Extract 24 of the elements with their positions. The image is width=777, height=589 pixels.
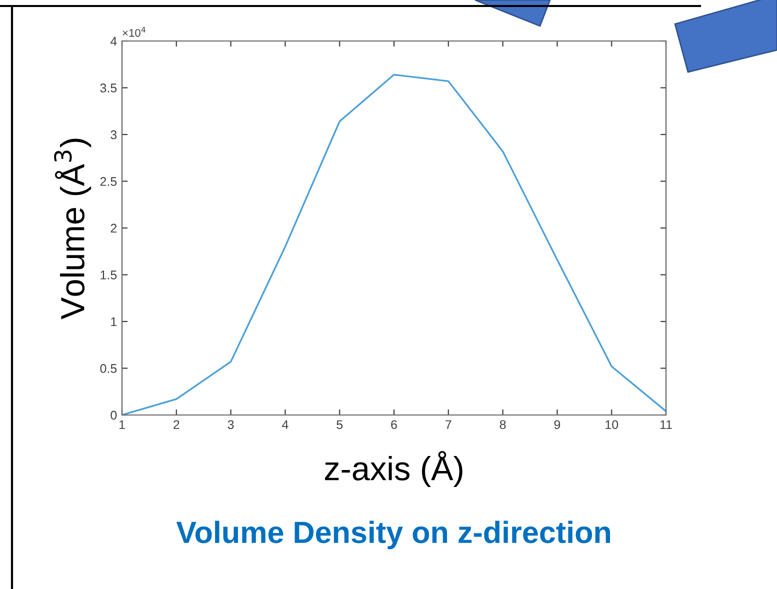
x-tick-label: 2 — [174, 420, 180, 429]
x-tick-label: 11 — [660, 420, 672, 429]
y-tick-label: 4 — [110, 36, 117, 46]
y-tick-label: 3.5 — [100, 84, 117, 92]
text: Volume Density on z-direction — [176, 520, 610, 550]
x-tick-label: 8 — [500, 420, 506, 430]
x-axis-title: z-axis (Å) — [324, 450, 462, 488]
y-tick-label: 1 — [111, 317, 117, 326]
y-tick-label: 1.5 — [100, 270, 117, 280]
y-tick-label: 2.5 — [100, 177, 117, 186]
x-tick-label: 7 — [446, 420, 452, 429]
y-tick-label: 3 — [110, 130, 117, 140]
x-tick-label: 10 — [606, 420, 618, 430]
y-tick-label: 0.5 — [100, 364, 117, 373]
x-tick-label: 3 — [228, 420, 234, 430]
x-tick-label: 5 — [336, 420, 343, 430]
x-tick-label: 6 — [391, 420, 397, 430]
x-tick-label: 4 — [282, 420, 288, 429]
y-tick-label: 0 — [110, 410, 117, 420]
y-tick-label: 2 — [110, 224, 117, 233]
text: ×10$^{4}$ — [122, 26, 146, 37]
x-tick-label: 9 — [554, 420, 560, 430]
y-axis-title: Volume (Å$^{3}$) — [54, 138, 92, 320]
x-tick-label: 1 — [119, 420, 125, 429]
